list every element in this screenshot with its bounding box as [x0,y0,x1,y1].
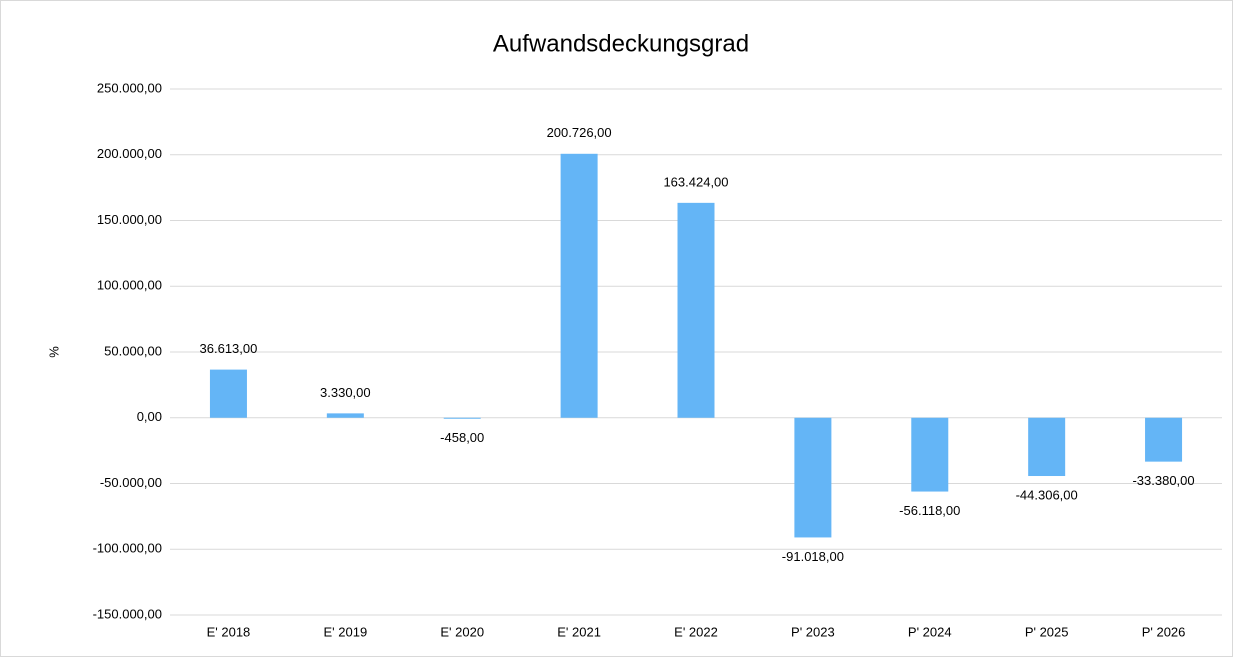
y-axis-label: % [46,346,61,358]
bar [443,417,481,419]
x-tick-label: E' 2021 [557,624,601,639]
bar [326,413,364,418]
data-label: -56.118,00 [899,503,960,518]
y-tick-label: -50.000,00 [100,475,162,490]
bar [1028,417,1066,477]
data-label: -44.306,00 [1016,487,1078,502]
y-tick-label: 200.000,00 [97,146,162,161]
data-label: 163.424,00 [663,174,728,189]
y-tick-label: 0,00 [137,409,162,424]
x-tick-label: P' 2023 [791,624,835,639]
bar [560,153,598,418]
x-tick-label: P' 2025 [1025,624,1069,639]
x-tick-label: P' 2026 [1142,624,1186,639]
data-label: 36.613,00 [200,341,258,356]
data-label: 3.330,00 [320,385,371,400]
data-label: -458,00 [440,430,484,445]
chart-title: Aufwandsdeckungsgrad [493,30,749,57]
bar [209,369,247,418]
x-tick-label: E' 2019 [323,624,367,639]
y-tick-label: -150.000,00 [93,606,162,621]
data-label: 200.726,00 [547,125,612,140]
bar [911,417,949,492]
y-tick-label: 150.000,00 [97,212,162,227]
y-tick-label: 250.000,00 [97,80,162,95]
bar [677,202,715,418]
y-tick-label: -100.000,00 [93,541,162,556]
data-label: -91.018,00 [782,549,844,564]
x-tick-label: E' 2018 [207,624,251,639]
x-tick-label: E' 2022 [674,624,718,639]
bar [794,417,832,538]
x-tick-label: P' 2024 [908,624,952,639]
x-tick-label: E' 2020 [440,624,484,639]
data-label: -33.380,00 [1132,473,1194,488]
y-tick-label: 50.000,00 [104,343,162,358]
y-tick-label: 100.000,00 [97,278,162,293]
bar [1145,417,1183,462]
